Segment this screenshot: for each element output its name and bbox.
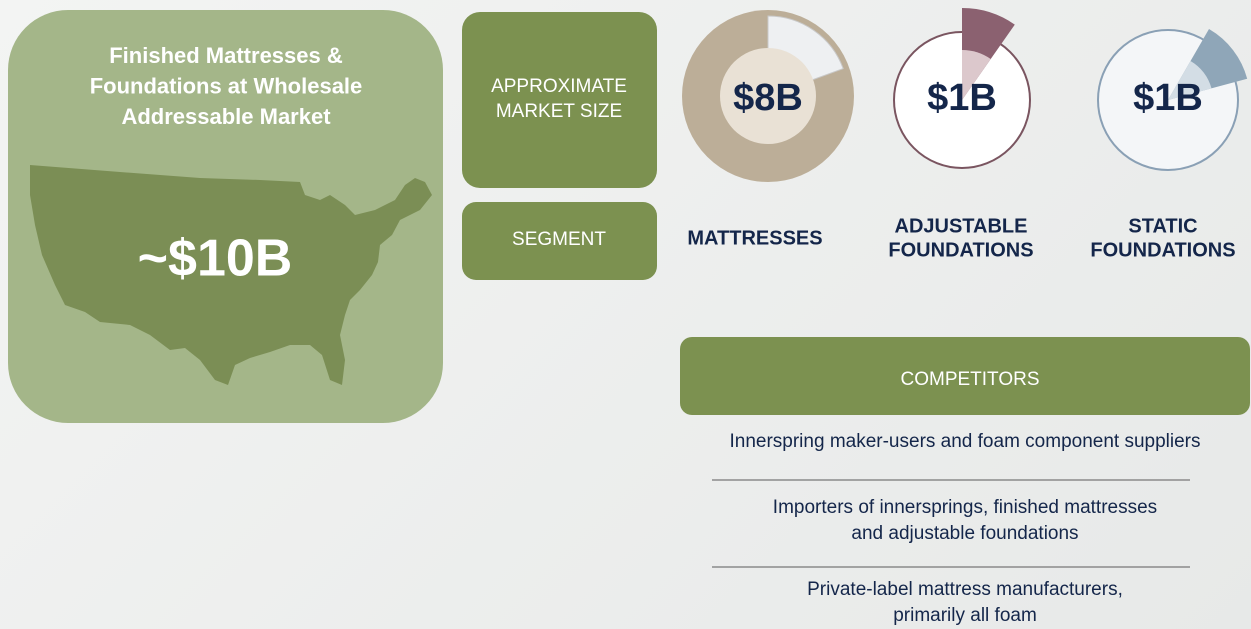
competitor-item: and adjustable foundations: [851, 523, 1078, 544]
competitors-box: [680, 337, 1250, 415]
segment-label: SEGMENT: [512, 229, 606, 250]
segment-name: MATTRESSES: [687, 227, 822, 249]
competitor-item: Importers of innersprings, finished matt…: [773, 497, 1157, 518]
competitor-item: primarily all foam: [893, 605, 1037, 626]
segment-value: $1B: [927, 77, 997, 119]
competitor-item: Private-label mattress manufacturers,: [807, 579, 1123, 600]
segment-name: STATIC: [1128, 215, 1197, 237]
us-map: [30, 165, 432, 385]
segment-value: $8B: [733, 77, 803, 119]
competitor-item: Innerspring maker-users and foam compone…: [729, 431, 1200, 452]
segment-value: $1B: [1133, 77, 1203, 119]
segment-wedge-inner: [1168, 61, 1212, 100]
segment-box: [462, 202, 657, 280]
donut-hole: [720, 48, 816, 144]
market-title: Finished Mattresses &: [109, 43, 343, 68]
market-size-box: [462, 12, 657, 188]
market-title: Foundations at Wholesale: [90, 73, 363, 98]
market-size-label: APPROXIMATE: [491, 76, 627, 97]
market-title: Addressable Market: [121, 104, 331, 129]
segment-wedge-inner: [962, 49, 991, 100]
market-size-label: MARKET SIZE: [496, 101, 622, 122]
segment-name: FOUNDATIONS: [1090, 239, 1235, 261]
segment-name: ADJUSTABLE: [895, 215, 1028, 237]
segment-name: FOUNDATIONS: [888, 239, 1033, 261]
market-total: ~$10B: [138, 230, 293, 288]
competitors-header: COMPETITORS: [901, 369, 1040, 390]
